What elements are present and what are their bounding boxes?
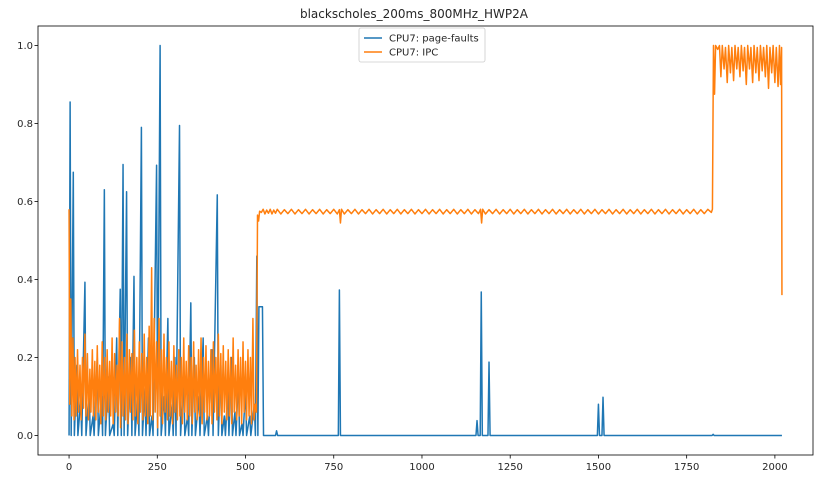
y-tick-label: 0.2 xyxy=(17,353,33,364)
x-tick-label: 1750 xyxy=(674,462,699,473)
legend-label-0: CPU7: page-faults xyxy=(389,34,479,45)
series-line-1 xyxy=(68,44,783,429)
legend-box xyxy=(358,27,486,63)
x-tick-label: 2000 xyxy=(762,462,787,473)
series-layer xyxy=(68,44,783,437)
x-tick-label: 1500 xyxy=(586,462,611,473)
y-axis: 0.0 0.2 0.4 0.6 0.8 1.0 xyxy=(17,41,38,442)
y-tick-label: 0.8 xyxy=(17,119,33,130)
y-tick-label: 1.0 xyxy=(17,41,33,52)
y-tick-label: 0.4 xyxy=(17,275,33,286)
y-tick-label: 0.0 xyxy=(17,431,33,442)
x-tick-label: 500 xyxy=(236,462,255,473)
y-tick-label: 0.6 xyxy=(17,197,33,208)
axes-frame xyxy=(37,25,814,456)
legend: CPU7: page-faults CPU7: IPC xyxy=(358,27,486,63)
x-axis: 0 250 500 750 1000 1250 1500 1750 2000 xyxy=(66,455,788,473)
x-tick-label: 1250 xyxy=(497,462,522,473)
x-tick-label: 250 xyxy=(148,462,167,473)
chart-title: blackscholes_200ms_800MHz_HWP2A xyxy=(300,7,529,21)
x-tick-label: 1000 xyxy=(409,462,434,473)
legend-label-1: CPU7: IPC xyxy=(389,48,438,59)
x-tick-label: 750 xyxy=(324,462,343,473)
x-tick-label: 0 xyxy=(66,462,72,473)
